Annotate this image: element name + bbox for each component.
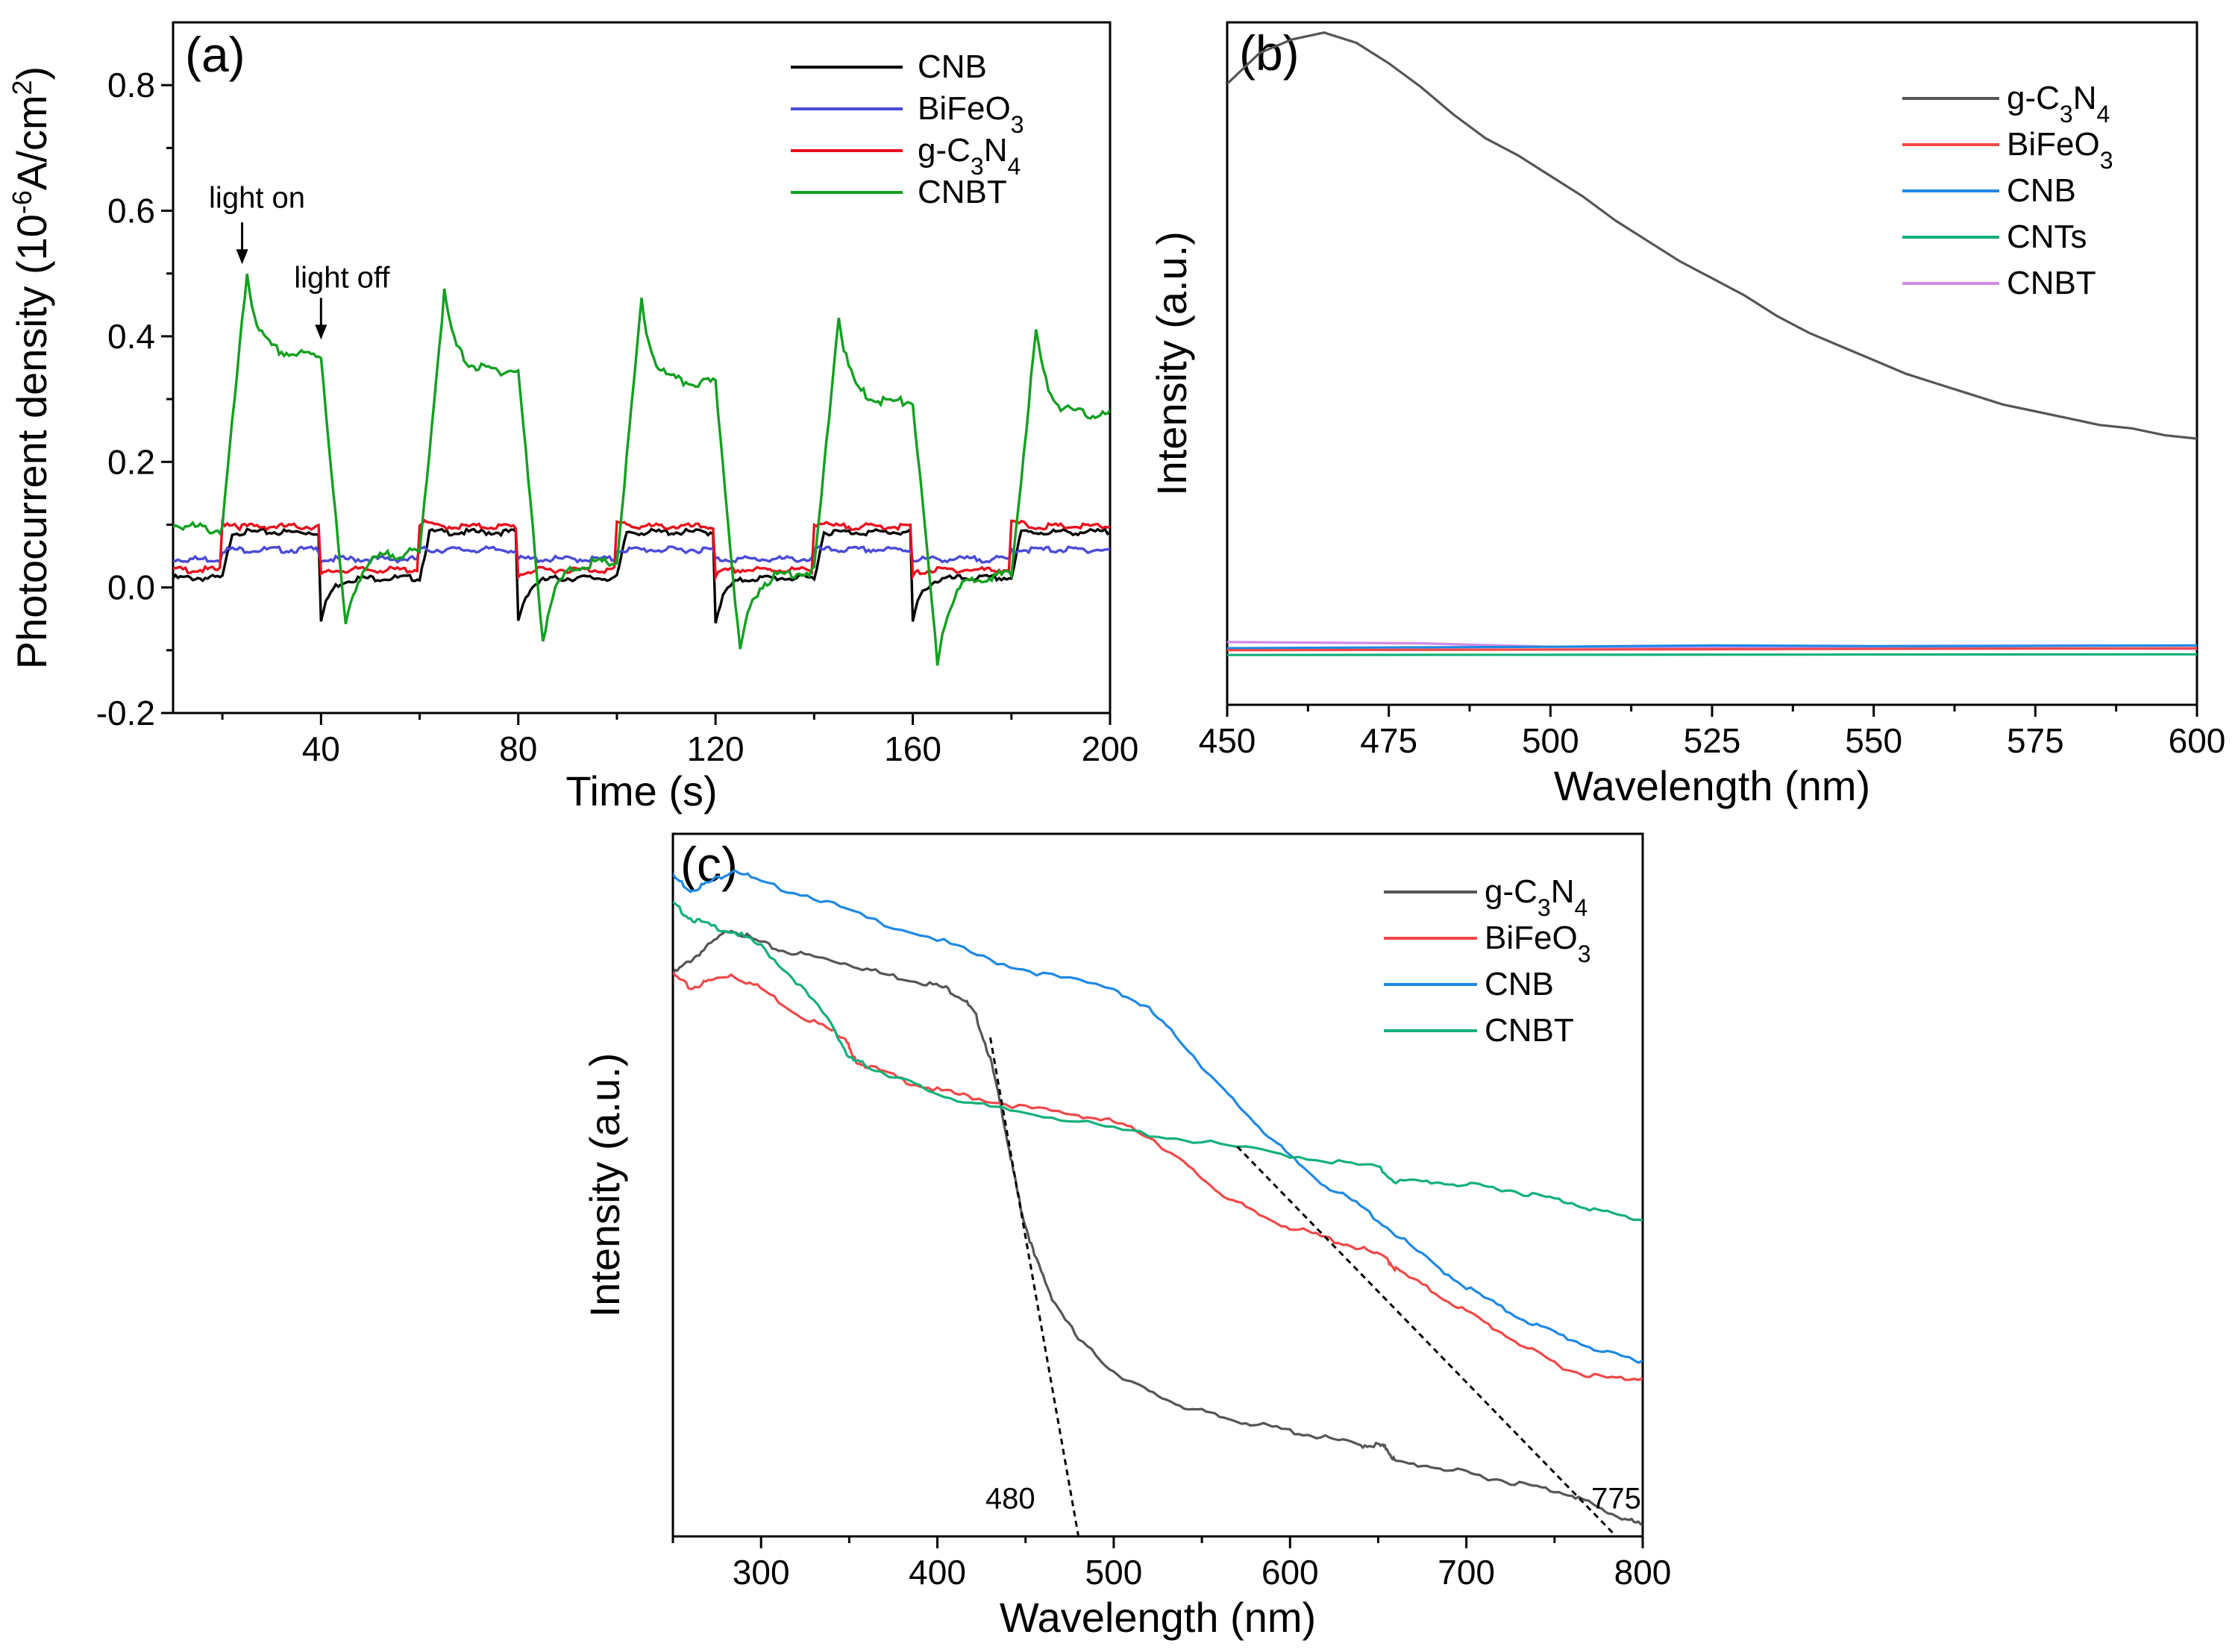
y-tick-label: 0.0: [107, 568, 155, 607]
x-tick-label: 300: [733, 1553, 790, 1592]
plot-frame: [172, 21, 1112, 714]
legend-label: CNB: [1485, 966, 1554, 1002]
annotation-arrowhead: [236, 249, 248, 265]
annotation-arrowhead: [315, 324, 327, 340]
x-tick-label: 475: [1360, 721, 1417, 760]
legend-label: CNB: [2007, 172, 2076, 209]
x-tick-label: 80: [499, 729, 537, 768]
panel-c: 300 400 500 600 700 800 Wavelength (nm) Intensi…: [581, 832, 1672, 1641]
series-line-cnts: [1227, 653, 2197, 656]
annotation-label: light off: [294, 261, 390, 294]
legend-label: CNTs: [2007, 219, 2087, 255]
series-line-g-c3n4: [673, 929, 1643, 1527]
legend-label: CNB: [918, 48, 987, 85]
series-line-cnb: [173, 527, 1110, 624]
x-tick-label: 700: [1438, 1553, 1495, 1592]
y-tick-label: 0.6: [107, 192, 155, 230]
x-tick-label: 120: [687, 729, 745, 768]
x-tick-label: 500: [1085, 1553, 1143, 1592]
x-axis-title: Wavelength (nm): [1000, 1594, 1316, 1641]
legend-label: BiFeO3: [2007, 126, 2113, 174]
panel-label: (c): [680, 837, 738, 892]
y-axis-title: Intensity (a.u.): [581, 1053, 628, 1318]
legend-label: BiFeO3: [1485, 920, 1591, 967]
series-line-bifeo3: [673, 971, 1643, 1381]
legend-label: g-C3N4: [918, 132, 1021, 180]
legend-label: g-C3N4: [2007, 80, 2110, 128]
x-tick-label: 40: [302, 729, 340, 768]
series-line-g-c3n4: [173, 518, 1110, 582]
legend-label: g-C3N4: [1485, 873, 1587, 921]
series-line-cnb: [673, 869, 1643, 1364]
edge-label: 775: [1591, 1482, 1641, 1515]
y-tick-label: 0.8: [107, 66, 155, 104]
x-tick-label: 400: [909, 1553, 966, 1592]
series-line-cnbt: [673, 901, 1643, 1222]
series-line-bifeo3: [1227, 647, 2197, 652]
plot-frame: [1226, 21, 2198, 706]
tangent-line: [1236, 1146, 1617, 1536]
x-tick-label: 575: [2007, 721, 2064, 760]
legend-label: CNBT: [1485, 1012, 1574, 1049]
series-line-bifeo3: [173, 544, 1110, 565]
x-tick-label: 550: [1845, 721, 1902, 760]
legend-label: CNBT: [2007, 265, 2096, 301]
x-tick-label: 600: [1261, 1553, 1319, 1592]
y-tick-label: -0.2: [96, 694, 155, 732]
y-axis-title: Photocurrent density (10-6A/cm2): [7, 66, 56, 669]
panel-label: (a): [185, 27, 245, 82]
y-tick-label: 0.2: [107, 442, 155, 481]
x-tick-label: 800: [1614, 1553, 1672, 1592]
panel-label: (b): [1239, 25, 1300, 81]
annotation-label: light on: [209, 181, 305, 214]
plot-frame: [671, 832, 1644, 1538]
edge-label: 480: [985, 1482, 1035, 1515]
x-axis-title: Time (s): [565, 767, 717, 814]
legend-label: CNBT: [918, 174, 1007, 210]
x-tick-label: 600: [2169, 721, 2226, 760]
x-tick-label: 525: [1684, 721, 1741, 760]
x-tick-label: 450: [1199, 721, 1256, 760]
series-line-cnbt: [173, 273, 1110, 666]
legend-label: BiFeO3: [918, 90, 1024, 138]
panel-b: 450 475 500 525 550 575 600 Wavelength (nm) Inte…: [1148, 21, 2226, 809]
series-line-cnb: [1227, 644, 2197, 650]
series-line-g-c3n4: [1227, 31, 2197, 440]
x-axis-title: Wavelength (nm): [1554, 762, 1870, 809]
x-tick-label: 500: [1522, 721, 1579, 760]
y-axis-title: Intensity (a.u.): [1148, 231, 1195, 496]
y-tick-label: 0.4: [107, 317, 155, 356]
x-tick-label: 160: [884, 729, 941, 768]
panel-a: 40 80 120 160 200 -0.2 0.0 0.2 0.4 0.6 0.8 Time (s)…: [7, 21, 1139, 814]
x-tick-label: 200: [1082, 729, 1139, 768]
tangent-line: [988, 1037, 1080, 1536]
